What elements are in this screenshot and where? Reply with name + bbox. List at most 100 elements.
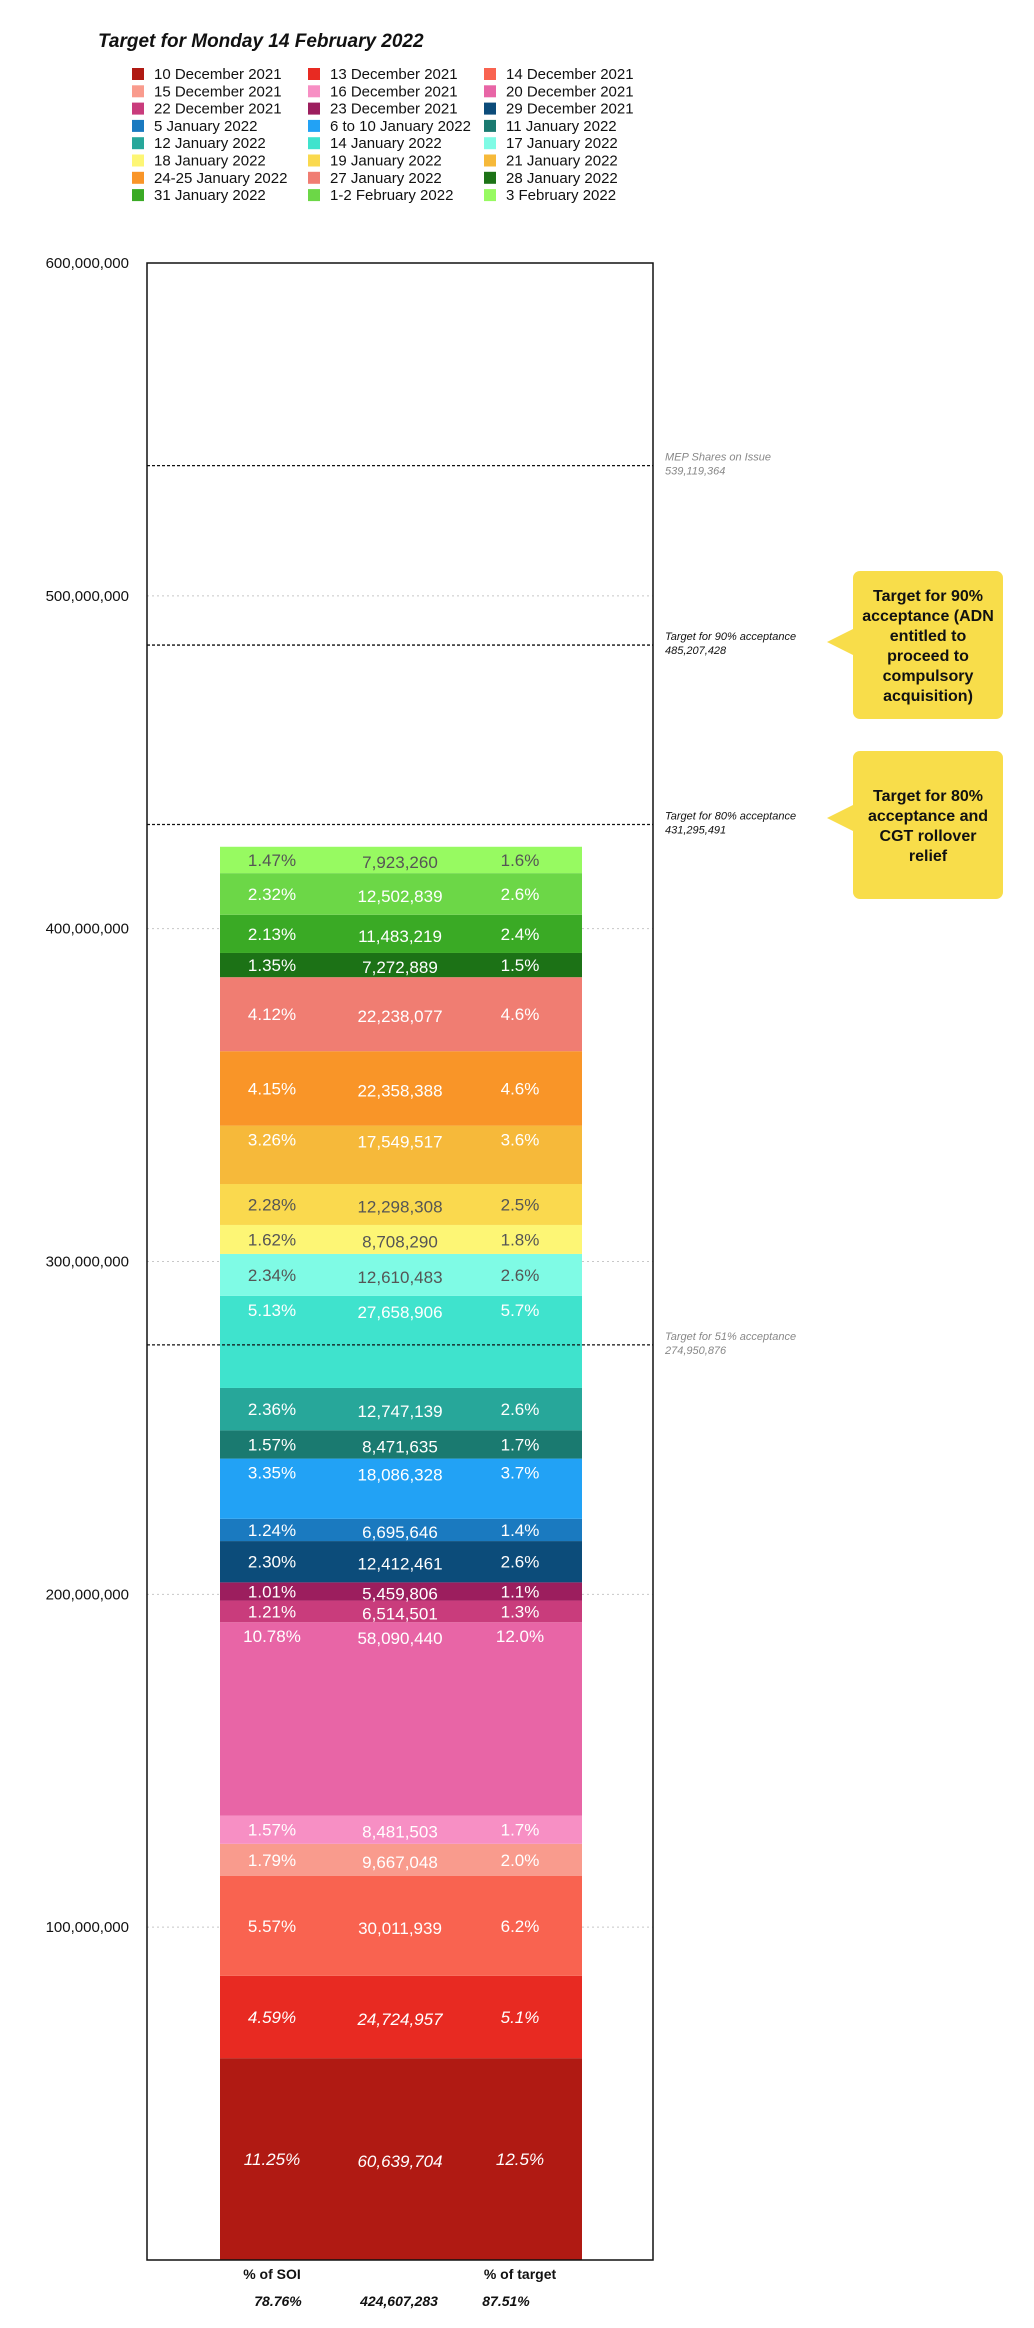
footer-totals: % of SOI % of target 78.76% 424,607,283 … (243, 2266, 556, 2309)
segment-pct-target-label: 1.1% (501, 1582, 540, 1601)
segment-pct-target-label: 2.5% (501, 1195, 540, 1214)
pct-soi-total: 78.76% (254, 2293, 302, 2309)
legend-swatch (484, 119, 496, 132)
legend-label: 15 December 2021 (154, 83, 282, 100)
callout-text-line: CGT rollover (880, 828, 977, 845)
segment-value-label: 30,011,939 (358, 1919, 442, 1938)
legend-label: 28 January 2022 (506, 170, 618, 187)
legend-label: 14 January 2022 (330, 135, 442, 152)
callout-text-line: acquisition) (883, 688, 973, 705)
segment-pct-soi-label: 4.12% (248, 1005, 296, 1024)
legend-label: 14 December 2021 (506, 66, 634, 83)
bar-segment (220, 1582, 582, 1601)
bar-segment (220, 873, 582, 915)
segment-pct-soi-label: 3.26% (248, 1131, 296, 1150)
bar-segment (220, 1622, 582, 1816)
y-tick-label: 500,000,000 (46, 588, 129, 605)
legend-label: 20 December 2021 (506, 83, 634, 100)
pct-soi-header: % of SOI (243, 2266, 301, 2282)
callout-text-line: acceptance and (868, 808, 988, 825)
segment-value-label: 12,298,308 (357, 1197, 442, 1216)
legend-label: 13 December 2021 (330, 66, 458, 83)
bar-segment (220, 1458, 582, 1519)
y-tick-label: 100,000,000 (46, 1919, 129, 1936)
segment-value-label: 8,708,290 (362, 1232, 438, 1251)
callout-box (853, 751, 1003, 899)
segment-pct-soi-label: 1.79% (248, 1851, 296, 1870)
segment-value-label: 6,514,501 (362, 1604, 438, 1623)
segment-pct-soi-label: 4.59% (248, 2008, 296, 2027)
callout-text-line: Target for 80% (873, 788, 983, 805)
reference-line-label: Target for 51% acceptance (665, 1331, 796, 1343)
bar-segment (220, 1184, 582, 1225)
callout-pointer (827, 804, 855, 832)
segment-pct-soi-label: 2.32% (248, 885, 296, 904)
legend-label: 27 January 2022 (330, 170, 442, 187)
bar-segment (220, 1843, 582, 1876)
legend-swatch (132, 85, 144, 98)
legend-label: 22 December 2021 (154, 101, 282, 118)
legend-label: 17 January 2022 (506, 135, 618, 152)
segment-pct-soi-label: 1.57% (248, 1821, 296, 1840)
legend-swatch (132, 154, 144, 167)
bar-segment (220, 1875, 582, 1976)
segment-pct-soi-label: 1.35% (248, 956, 296, 975)
segment-pct-target-label: 2.6% (501, 885, 540, 904)
segment-pct-soi-label: 1.21% (248, 1602, 296, 1621)
bar-segment (220, 1224, 582, 1254)
legend-label: 29 December 2021 (506, 101, 634, 118)
bar-segment (220, 1051, 582, 1126)
total-shares: 424,607,283 (359, 2293, 438, 2309)
segment-value-label: 27,658,906 (357, 1303, 442, 1322)
legend-label: 1-2 February 2022 (330, 187, 453, 204)
segment-pct-soi-label: 2.36% (248, 1400, 296, 1419)
segment-pct-soi-label: 3.35% (248, 1464, 296, 1483)
bar-segment (220, 952, 582, 978)
legend-swatch (308, 154, 320, 167)
segment-pct-target-label: 2.0% (501, 1851, 540, 1870)
y-tick-label: 200,000,000 (46, 1586, 129, 1603)
segment-pct-target-label: 1.5% (501, 956, 540, 975)
callout-pointer (827, 628, 855, 656)
legend-swatch (132, 137, 144, 150)
legend-label: 19 January 2022 (330, 153, 442, 170)
segment-value-label: 12,412,461 (357, 1555, 442, 1574)
segment-pct-soi-label: 10.78% (243, 1627, 301, 1646)
bar-segment (220, 1253, 582, 1296)
segment-value-label: 22,358,388 (357, 1081, 442, 1100)
legend-label: 23 December 2021 (330, 101, 458, 118)
bar-segment (220, 2058, 582, 2260)
legend-label: 16 December 2021 (330, 83, 458, 100)
legend-label: 5 January 2022 (154, 118, 257, 135)
segment-pct-soi-label: 4.15% (248, 1079, 296, 1098)
segment-pct-target-label: 2.6% (501, 1400, 540, 1419)
segment-pct-target-label: 2.6% (501, 1553, 540, 1572)
legend-swatch (308, 85, 320, 98)
legend-swatch (308, 171, 320, 184)
legend-swatch (132, 68, 144, 80)
legend-swatch (484, 85, 496, 98)
segment-pct-soi-label: 1.01% (248, 1582, 296, 1601)
segment-pct-target-label: 1.4% (501, 1521, 540, 1540)
bar-segment (220, 1815, 582, 1844)
legend-swatch (132, 171, 144, 184)
legend-swatch (484, 189, 496, 202)
bar-segment (220, 1387, 582, 1431)
bar-segment (220, 846, 582, 874)
bar-segment (220, 977, 582, 1052)
legend-label: 11 January 2022 (506, 118, 617, 135)
segment-pct-target-label: 1.7% (501, 1435, 540, 1454)
segment-pct-soi-label: 11.25% (244, 2150, 300, 2169)
segment-value-label: 17,549,517 (357, 1133, 442, 1152)
legend-swatch (132, 102, 144, 115)
segment-value-label: 6,695,646 (362, 1523, 438, 1542)
callout-text-line: proceed to (887, 648, 969, 665)
y-axis: 100,000,000 200,000,000 300,000,000 400,000… (46, 255, 129, 1936)
segment-value-label: 22,238,077 (357, 1007, 442, 1026)
y-tick-label: 300,000,000 (46, 1254, 129, 1271)
callout-box (853, 571, 1003, 719)
reference-lines: MEP Shares on Issue 539,119,364 Target for… (147, 452, 796, 1357)
bar-segment (220, 1975, 582, 2059)
legend: 10 December 2021 13 December 2021 14 Decem… (132, 66, 634, 204)
